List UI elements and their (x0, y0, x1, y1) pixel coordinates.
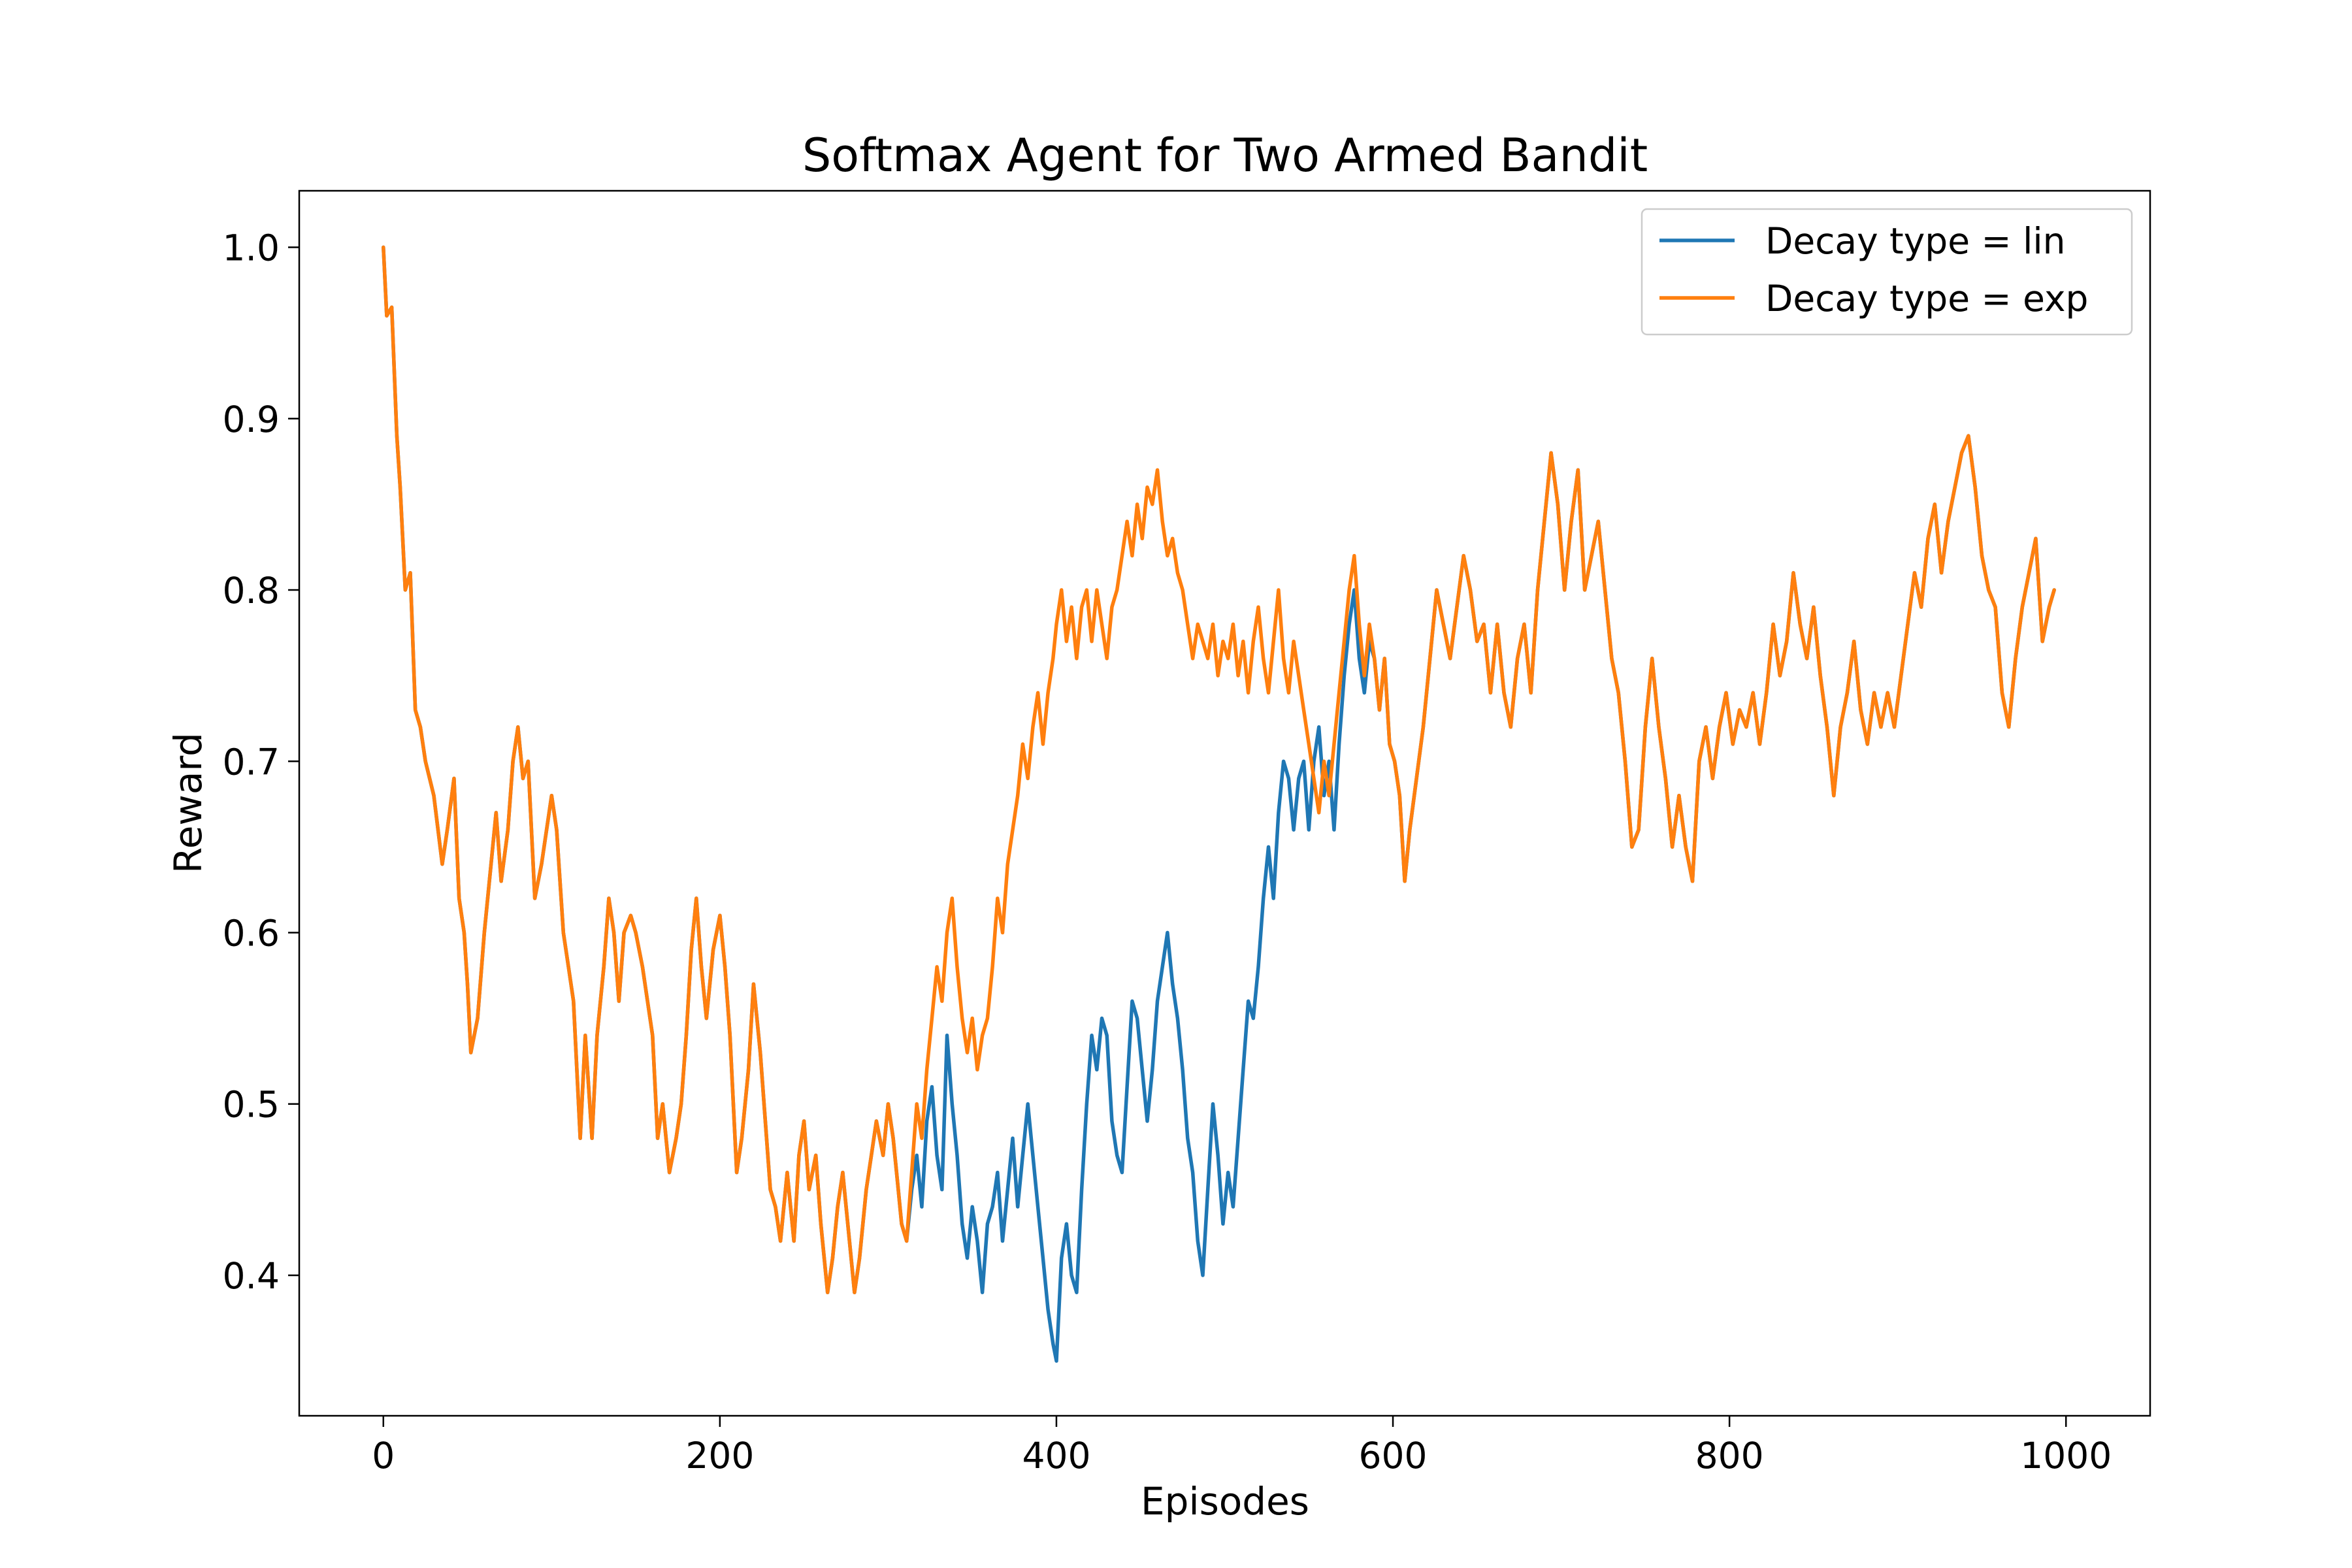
x-axis: 0 200 400 600 800 1000 (372, 1416, 2112, 1477)
y-tick-label: 0.4 (223, 1255, 280, 1297)
chart-title: Softmax Agent for Two Armed Bandit (802, 129, 1648, 182)
plot-area (298, 189, 2151, 1417)
y-tick-label: 0.9 (223, 399, 280, 440)
y-tick-label: 1.0 (223, 227, 280, 269)
x-tick-label: 200 (685, 1435, 754, 1477)
series-line-exp (382, 245, 2056, 1294)
series-layer (382, 245, 2056, 1363)
x-tick-label: 400 (1022, 1435, 1090, 1477)
y-axis: 0.4 0.5 0.6 0.7 0.8 0.9 1.0 (223, 227, 299, 1297)
legend-label-lin: Decay type = lin (1765, 220, 2066, 262)
axes-frame (298, 189, 2151, 1417)
y-tick-label: 0.8 (223, 570, 280, 612)
legend-label-exp: Decay type = exp (1765, 278, 2088, 319)
y-tick-label: 0.5 (223, 1084, 280, 1126)
x-tick-label: 0 (372, 1435, 395, 1477)
legend-box (1641, 208, 2133, 336)
x-tick-label: 800 (1695, 1435, 1764, 1477)
y-tick-label: 0.6 (223, 912, 280, 954)
y-axis-label: Reward (166, 732, 210, 874)
axes-background (299, 191, 2150, 1416)
y-tick-label: 0.7 (223, 741, 280, 783)
x-tick-label: 600 (1359, 1435, 1428, 1477)
x-axis-label: Episodes (1141, 1479, 1309, 1524)
legend: Decay type = lin Decay type = exp (1641, 208, 2133, 336)
x-tick-label: 1000 (2020, 1435, 2112, 1477)
